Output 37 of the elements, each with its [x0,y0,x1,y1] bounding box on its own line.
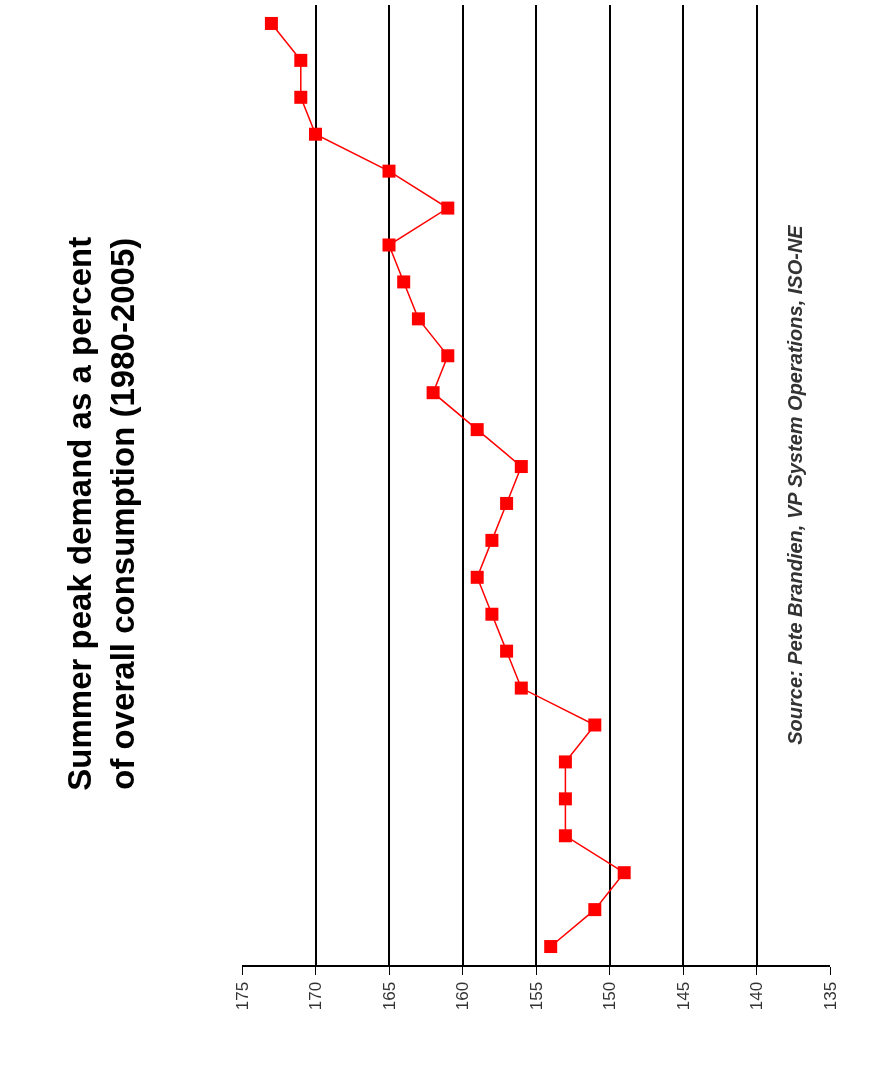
text: Summer peak demand as a percent of overall consumption (1980-2005) [61,236,141,791]
point [411,312,425,326]
x-tick-label: 155 [526,981,546,1011]
point [588,903,602,917]
x-tick-label: 145 [673,981,693,1011]
point [500,644,514,658]
point [382,238,396,252]
x-tick-label: 165 [379,981,399,1011]
point [558,792,572,806]
x-tick-label: 175 [232,981,252,1011]
x-tick-label: 160 [453,981,473,1011]
point [294,90,308,104]
annotation: Source: Pete Brandien, VP System Operations, ISO-NE [783,224,806,745]
x-tick-label: 135 [820,981,840,1011]
point [441,201,455,215]
point [558,829,572,843]
point [485,533,499,547]
point [500,496,514,510]
x-tick-label: 140 [747,981,767,1011]
point [514,681,528,695]
point [264,16,278,30]
point [617,866,631,880]
point [485,607,499,621]
point [441,349,455,363]
point [514,460,528,474]
point [544,940,558,954]
point [470,570,484,584]
point [309,127,322,141]
point [588,718,602,732]
point [558,755,572,769]
x-tick-label: 170 [306,981,326,1011]
point [470,423,484,437]
x-tick-label: 150 [600,981,620,1011]
point [426,386,440,400]
point [382,164,396,178]
point [294,53,308,67]
point [397,275,411,289]
